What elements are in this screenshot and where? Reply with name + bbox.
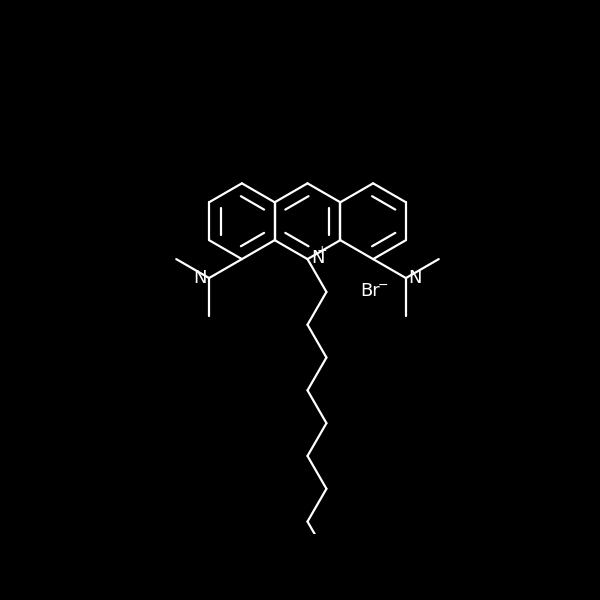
Text: Br: Br [360,283,380,301]
Text: N: N [311,249,325,267]
Text: −: − [377,280,388,292]
Text: +: + [317,244,328,257]
Text: N: N [194,269,207,287]
Text: N: N [408,269,421,287]
